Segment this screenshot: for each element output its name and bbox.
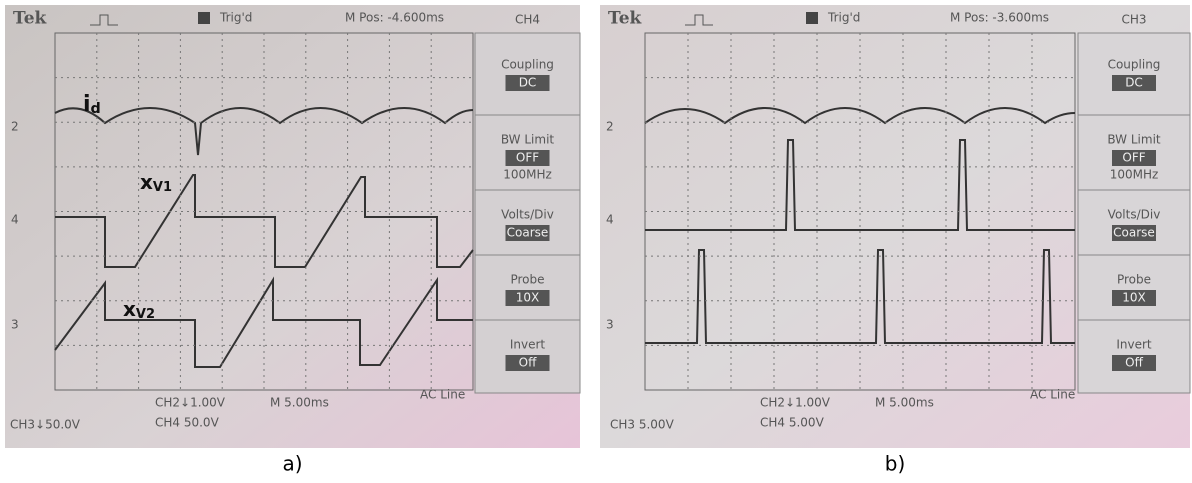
trigger-box [198, 12, 210, 24]
trigger-icon [90, 14, 118, 26]
menu-value-box [1112, 75, 1156, 91]
ch3-scale: CH3↓50.0V [10, 418, 81, 432]
menu-value-box [1112, 355, 1156, 371]
trace-sub: V1 [153, 180, 172, 195]
menu-value: DC [1125, 76, 1143, 90]
menu-value-box [1112, 225, 1156, 241]
menu-value-box [505, 150, 550, 166]
position: M Pos: -4.600ms [345, 11, 444, 25]
menu-value: Off [1125, 356, 1143, 370]
trace-id [54, 107, 474, 156]
trace-ch4 [645, 139, 1075, 231]
ch4-scale: CH4 50.0V [155, 416, 220, 430]
menu-label: Coupling [1108, 58, 1161, 72]
channel-marker: 4 [606, 213, 614, 227]
channel: CH3 [1121, 13, 1146, 27]
menu-value: Coarse [507, 226, 549, 240]
menu [474, 32, 581, 394]
menu-value: DC [519, 76, 537, 90]
menu-value-box [505, 75, 550, 91]
trace-name: x [123, 297, 136, 321]
trace-name: i [83, 92, 91, 117]
channel-marker: 3 [11, 318, 19, 332]
menu-label: BW Limit [1107, 133, 1161, 147]
channel-marker: 2 [11, 120, 19, 134]
menu-label: BW Limit [501, 133, 555, 147]
trace-sub: V2 [136, 307, 155, 322]
trace-ch3 [645, 249, 1075, 344]
menu-label: Probe [1117, 273, 1151, 287]
menu-value-box [1112, 290, 1156, 306]
menu-label: Invert [510, 338, 546, 352]
menu-value: Off [519, 356, 537, 370]
menu-value: OFF [516, 151, 539, 165]
trace-label: xV1 [140, 170, 172, 195]
brand: Tek [13, 9, 48, 29]
trace-name: x [140, 170, 153, 194]
channel-marker: 4 [11, 213, 19, 227]
scope-panel: Tek Trig'd M Pos: -3.600ms CH3 Coupling DC BW … [600, 5, 1191, 448]
brand: Tek [608, 9, 643, 29]
ch4-scale: CH4 5.00V [760, 416, 825, 430]
menu-value: 10X [1122, 291, 1146, 305]
ch3-scale: CH3 5.00V [610, 418, 675, 432]
trace-label: xV2 [123, 297, 155, 322]
ch2-scale: CH2↓1.00V [760, 396, 831, 410]
timebase: M 5.00ms [270, 396, 329, 410]
menu [1077, 32, 1191, 394]
trace-xv1 [55, 174, 474, 268]
timebase: M 5.00ms [875, 396, 934, 410]
trigger-source: AC Line [420, 388, 465, 402]
scope-panel: Tek Trig'd M Pos: -4.600ms CH4 Coupling DC BW … [5, 5, 581, 448]
menu-value-box [505, 225, 550, 241]
menu-label: Invert [1116, 338, 1152, 352]
trigger-box [806, 12, 818, 24]
trace-sub: d [91, 101, 101, 117]
menu-extra: 100MHz [1110, 168, 1159, 182]
menu-value: Coarse [1113, 226, 1155, 240]
ch2-scale: CH2↓1.00V [155, 396, 226, 410]
trace-xv2 [54, 276, 473, 368]
menu-value: 10X [516, 291, 540, 305]
menu-label: Probe [510, 273, 544, 287]
menu-value: OFF [1122, 151, 1145, 165]
trigger-source: AC Line [1030, 388, 1075, 402]
menu-label: Volts/Div [501, 208, 554, 222]
trace-ch2 [644, 107, 1076, 125]
menu-label: Coupling [501, 58, 554, 72]
trace-label: id [83, 92, 101, 117]
channel: CH4 [515, 13, 540, 27]
trigger-icon [685, 14, 713, 26]
trigger-status: Trig'd [219, 11, 252, 25]
menu-value-box [1112, 150, 1156, 166]
menu-value-box [505, 290, 550, 306]
menu-extra: 100MHz [503, 168, 552, 182]
menu-label: Volts/Div [1108, 208, 1161, 222]
caption: b) [885, 452, 906, 476]
menu-value-box [505, 355, 550, 371]
channel-marker: 2 [606, 120, 614, 134]
caption: a) [282, 452, 302, 476]
position: M Pos: -3.600ms [950, 11, 1049, 25]
channel-marker: 3 [606, 318, 614, 332]
trigger-status: Trig'd [827, 11, 860, 25]
